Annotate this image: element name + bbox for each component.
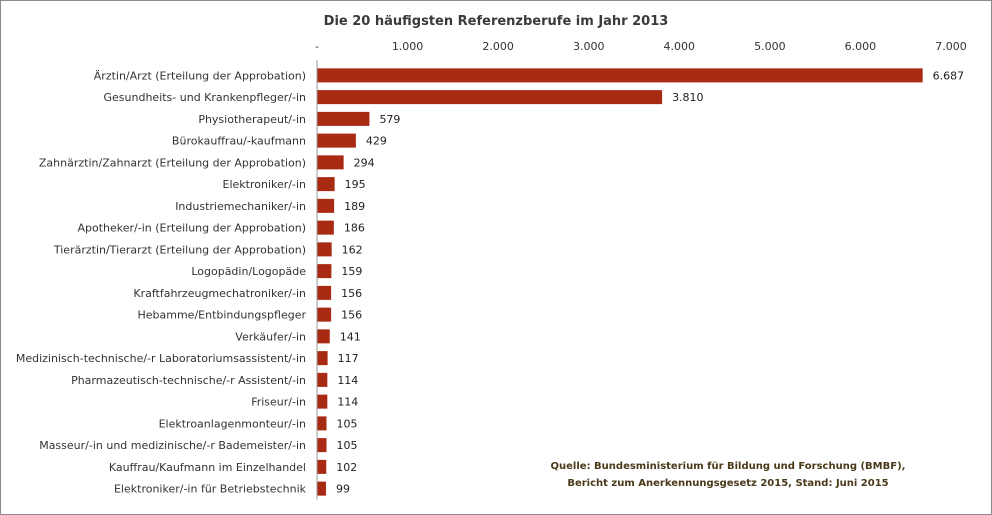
bar [317,394,328,409]
value-label: 294 [354,156,375,169]
bar [317,416,327,431]
source-note: Quelle: Bundesministerium für Bildung un… [551,461,906,489]
value-label: 579 [379,113,400,126]
bar [317,133,356,148]
bar [317,90,663,105]
x-tick-label: 2.000 [482,40,514,53]
category-label: Gesundheits- und Krankenpfleger/-in [104,91,307,104]
category-label: Physiotherapeut/-in [198,113,306,126]
bar [317,285,332,300]
category-label: Tierärztin/Tierarzt (Erteilung der Appro… [53,243,306,256]
value-label: 114 [337,396,358,409]
x-axis-ticks: - 1.000 2.000 3.000 4.000 5.000 6.000 7.000 [315,40,967,53]
category-label: Logopädin/Logopäde [191,265,306,278]
x-tick-label: 6.000 [845,40,877,53]
value-label: 114 [337,374,358,387]
bar [317,177,335,192]
category-label: Elektroniker/-in [223,178,306,191]
category-label: Elektroniker/-in für Betriebstechnik [114,483,307,496]
bar [317,242,332,257]
chart-title: Die 20 häufigsten Referenzberufe im Jahr… [324,14,669,29]
category-label: Pharmazeutisch-technische/-r Assistent/-… [71,374,306,387]
category-label: Industriemechaniker/-in [175,200,306,213]
bar [317,264,332,279]
bar [317,481,326,496]
value-label: 102 [336,461,357,474]
value-label: 195 [345,178,366,191]
category-label: Masseur/-in und medizinische/-r Bademeis… [39,439,306,452]
category-label: Kraftfahrzeugmechatroniker/-in [133,287,306,300]
bar [317,68,923,83]
x-tick-label: 1.000 [392,40,424,53]
bar [317,351,328,366]
bar [317,372,328,387]
value-label: 159 [341,265,362,278]
value-label: 117 [338,352,359,365]
bar [317,307,332,322]
bar [317,111,370,126]
value-label: 156 [341,287,362,300]
bar [317,220,334,235]
x-tick-label: 5.000 [754,40,786,53]
source-line-2: Bericht zum Anerkennungsgesetz 2015, Sta… [567,478,888,489]
category-label: Ärztin/Arzt (Erteilung der Approbation) [94,69,306,82]
category-label: Elektroanlagenmonteur/-in [159,417,306,430]
value-label: 105 [337,439,358,452]
x-tick-label: 7.000 [935,40,967,53]
bar [317,155,344,170]
bar [317,329,330,344]
value-label: 6.687 [933,69,965,82]
x-tick-label: - [315,40,319,53]
category-label: Apotheker/-in (Erteilung der Approbation… [78,222,307,235]
value-label: 99 [336,483,350,496]
category-label: Kauffrau/Kaufmann im Einzelhandel [109,461,306,474]
category-label: Hebamme/Entbindungspfleger [137,309,306,322]
category-label: Verkäufer/-in [235,330,306,343]
bar [317,438,327,453]
value-label: 429 [366,135,387,148]
bar [317,459,327,474]
source-line-1: Quelle: Bundesministerium für Bildung un… [551,461,906,472]
value-label: 141 [340,330,361,343]
value-label: 189 [344,200,365,213]
value-label: 186 [344,222,365,235]
category-label: Bürokauffrau/-kaufmann [172,135,306,148]
x-tick-label: 3.000 [573,40,605,53]
bars-group: Ärztin/Arzt (Erteilung der Approbation) 6… [16,60,964,500]
value-label: 162 [342,243,363,256]
value-label: 105 [337,417,358,430]
bar [317,198,335,213]
category-label: Zahnärztin/Zahnarzt (Erteilung der Appro… [39,156,306,169]
category-label: Friseur/-in [251,396,306,409]
value-label: 3.810 [672,91,704,104]
x-tick-label: 4.000 [664,40,696,53]
category-label: Medizinisch-technische/-r Laboratoriumsa… [16,352,306,365]
value-label: 156 [341,309,362,322]
